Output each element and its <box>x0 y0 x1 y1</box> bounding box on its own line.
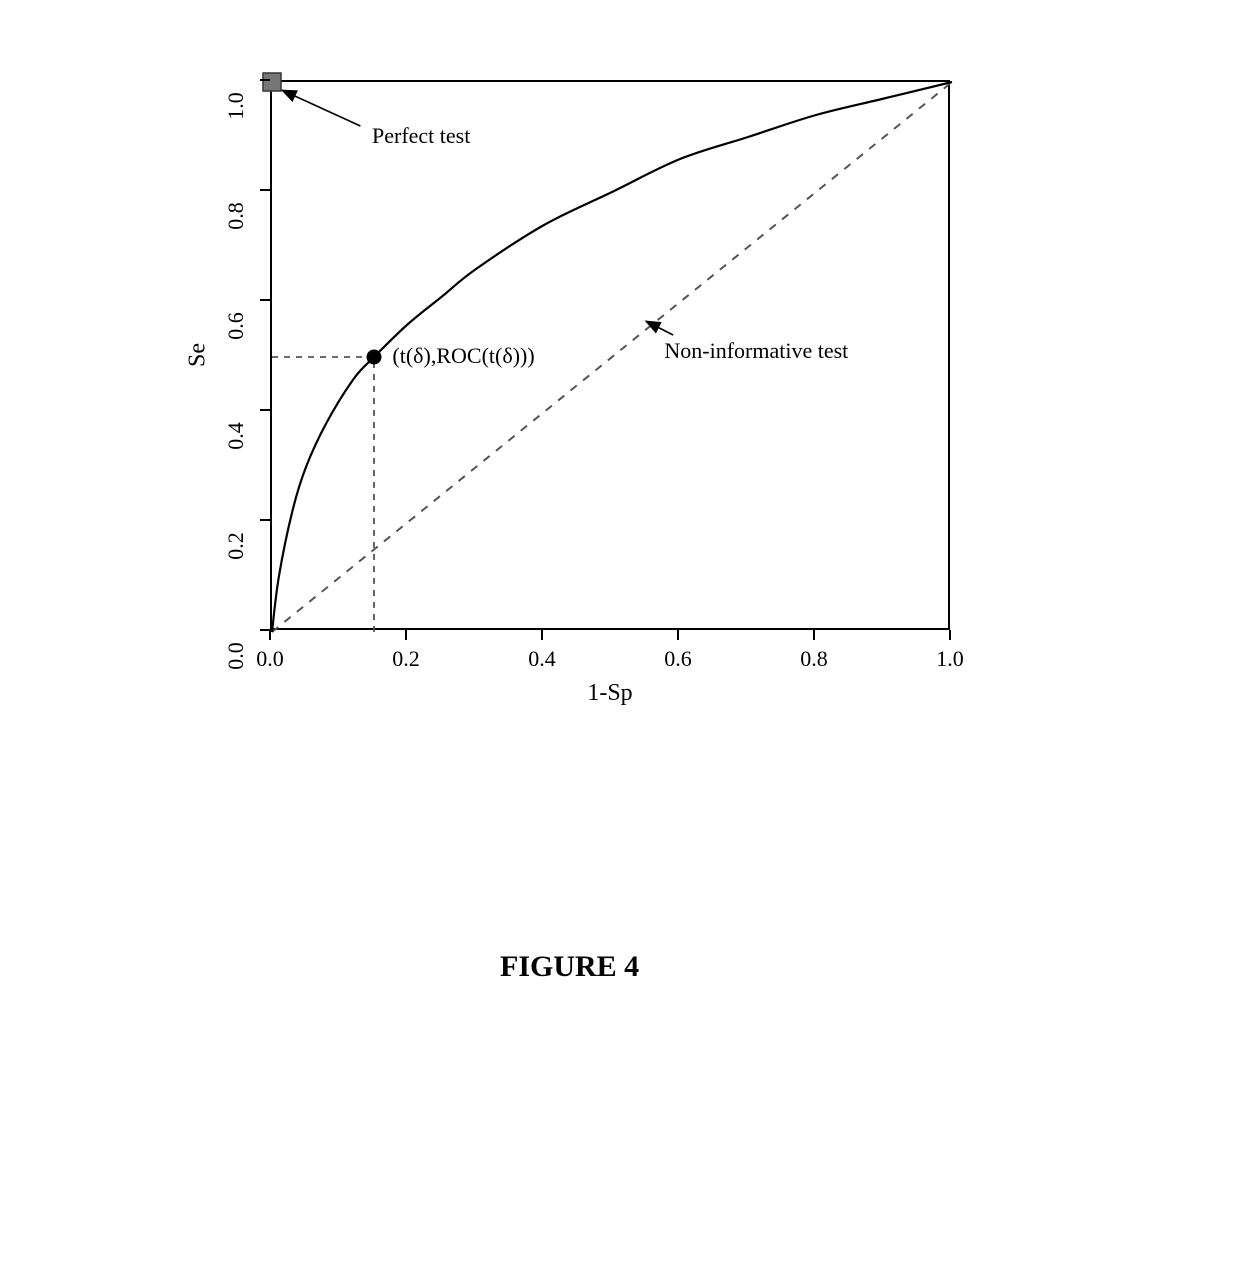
x-tick <box>405 630 407 640</box>
y-tick-label: 0.0 <box>223 642 249 670</box>
y-tick <box>260 299 270 301</box>
x-axis-label: 1-Sp <box>587 680 632 707</box>
x-tick <box>813 630 815 640</box>
x-tick <box>269 630 271 640</box>
roc-chart: 0.0 0.2 0.4 0.6 0.8 1.0 0.0 0.2 0.4 0.6 0.8 1.0 1-Sp… <box>0 0 1240 1276</box>
figure-caption: FIGURE 4 <box>500 950 639 984</box>
annotation-arrow <box>646 321 673 335</box>
y-tick <box>260 189 270 191</box>
x-tick-label: 0.6 <box>664 646 692 672</box>
x-tick <box>677 630 679 640</box>
annotation-threshold-point: (t(δ),ROC(t(δ))) <box>392 343 534 369</box>
annotation-noninformative-test: Non-informative test <box>664 338 848 364</box>
threshold-point-marker <box>367 350 381 364</box>
y-tick-label: 0.4 <box>223 422 249 450</box>
y-tick-label: 0.6 <box>223 312 249 340</box>
y-tick-label: 1.0 <box>223 92 249 120</box>
y-tick <box>260 79 270 81</box>
y-tick <box>260 519 270 521</box>
plot-svg <box>272 82 952 632</box>
x-tick-label: 0.2 <box>392 646 420 672</box>
y-tick-label: 0.2 <box>223 532 249 560</box>
x-tick-label: 0.0 <box>256 646 284 672</box>
perfect-test-marker <box>263 73 281 91</box>
x-tick-label: 1.0 <box>936 646 964 672</box>
annotation-perfect-test: Perfect test <box>372 123 470 149</box>
x-tick <box>949 630 951 640</box>
y-tick <box>260 409 270 411</box>
annotation-arrow <box>282 90 360 126</box>
x-tick-label: 0.8 <box>800 646 828 672</box>
y-tick <box>260 629 270 631</box>
x-tick <box>541 630 543 640</box>
y-tick-label: 0.8 <box>223 202 249 230</box>
x-tick-label: 0.4 <box>528 646 556 672</box>
y-axis-label: Se <box>185 343 212 367</box>
